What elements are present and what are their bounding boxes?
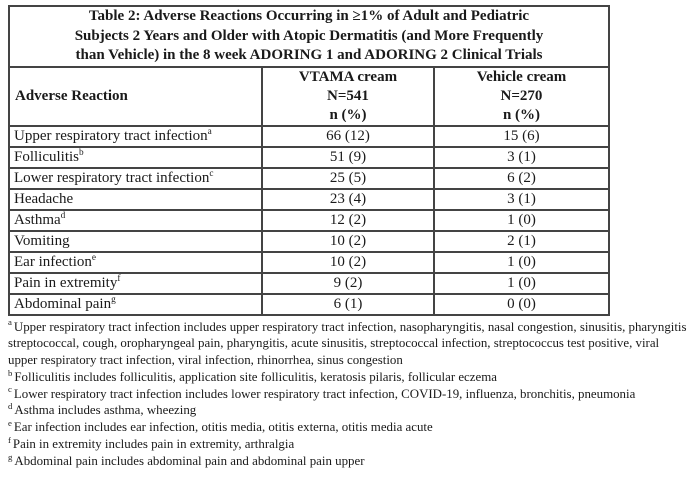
footnote: g Abdominal pain includes abdominal pain … xyxy=(8,451,689,470)
table-row: Abdominal paing 6 (1) 0 (0) xyxy=(8,292,610,316)
vtama-value-cell: 25 (5) xyxy=(261,166,435,190)
vtama-value-cell: 51 (9) xyxy=(261,145,435,169)
vehicle-value-cell: 1 (0) xyxy=(433,271,610,295)
table-header-row: Adverse Reaction VTAMA cream N=541 n (%)… xyxy=(8,65,610,127)
table-title: Table 2: Adverse Reactions Occurring in … xyxy=(8,5,610,68)
reaction-cell: Folliculitisb xyxy=(8,145,263,169)
footnote-text: Upper respiratory tract infection includ… xyxy=(8,319,687,368)
table-row: Folliculitisb 51 (9) 3 (1) xyxy=(8,145,610,169)
reaction-cell: Ear infectione xyxy=(8,250,263,274)
header-vtama-line: n (%) xyxy=(329,106,367,123)
vehicle-value-cell: 15 (6) xyxy=(433,124,610,148)
table-row: Upper respiratory tract infectiona 66 (1… xyxy=(8,124,610,148)
table-row: Ear infectione 10 (2) 1 (0) xyxy=(8,250,610,274)
reaction-label: Lower respiratory tract infection xyxy=(14,169,210,186)
reaction-cell: Pain in extremityf xyxy=(8,271,263,295)
table-row: Headache 23 (4) 3 (1) xyxy=(8,187,610,211)
vtama-value-cell: 12 (2) xyxy=(261,208,435,232)
reaction-cell: Vomiting xyxy=(8,229,263,253)
footnote-marker: e xyxy=(8,417,12,428)
reaction-label: Ear infection xyxy=(14,253,92,270)
header-vehicle-line: N=270 xyxy=(500,87,543,104)
reaction-footnote-marker: c xyxy=(209,168,214,179)
reaction-footnote-marker: e xyxy=(91,252,97,263)
table-title-line: Table 2: Adverse Reactions Occurring in … xyxy=(88,8,530,24)
footnote-marker: d xyxy=(8,401,13,412)
reaction-cell: Asthmad xyxy=(8,208,263,232)
footnote: f Pain in extremity includes pain in extr… xyxy=(8,434,689,453)
reaction-footnote-marker: f xyxy=(117,273,121,284)
reaction-footnote-marker: d xyxy=(60,210,66,221)
reaction-cell: Lower respiratory tract infectionc xyxy=(8,166,263,190)
vtama-value-cell: 23 (4) xyxy=(261,187,435,211)
reaction-footnote-marker: g xyxy=(111,294,116,305)
footnote-text: Abdominal pain includes abdominal pain a… xyxy=(14,453,365,468)
footnote: a Upper respiratory tract infection inclu… xyxy=(8,317,689,369)
reaction-label: Headache xyxy=(14,190,74,207)
footnote-marker: c xyxy=(8,384,12,395)
reaction-label: Asthma xyxy=(14,211,61,228)
vehicle-value-cell: 6 (2) xyxy=(433,166,610,190)
table-title-line: than Vehicle) in the 8 week ADORING 1 an… xyxy=(75,47,543,63)
footnote-marker: b xyxy=(8,367,13,378)
footnote: d Asthma includes asthma, wheezing xyxy=(8,402,689,419)
vehicle-value-cell: 2 (1) xyxy=(433,229,610,253)
adverse-reactions-table: Table 2: Adverse Reactions Occurring in … xyxy=(8,5,610,316)
reaction-label: Folliculitis xyxy=(14,148,80,165)
reaction-label: Upper respiratory tract infection xyxy=(14,127,208,144)
footnote-marker: g xyxy=(8,451,13,462)
vtama-value-cell: 10 (2) xyxy=(261,229,435,253)
reaction-label: Pain in extremity xyxy=(14,274,118,291)
vtama-value-cell: 6 (1) xyxy=(261,292,435,316)
reaction-cell: Upper respiratory tract infectiona xyxy=(8,124,263,148)
header-vehicle-line: n (%) xyxy=(502,106,541,123)
footnote-text: Asthma includes asthma, wheezing xyxy=(14,403,197,418)
header-vehicle-line: Vehicle cream xyxy=(476,68,567,85)
table-row: Pain in extremityf 9 (2) 1 (0) xyxy=(8,271,610,295)
footnote-text: Ear infection includes ear infection, ot… xyxy=(13,420,433,435)
table-row: Lower respiratory tract infectionc 25 (5… xyxy=(8,166,610,190)
vehicle-value-cell: 3 (1) xyxy=(433,187,610,211)
footnote-text: Lower respiratory tract infection includ… xyxy=(13,386,636,401)
table-title-line: Subjects 2 Years and Older with Atopic D… xyxy=(74,27,544,44)
footnote-text: Folliculitis includes folliculitis, appl… xyxy=(14,369,497,384)
header-vtama-cream: VTAMA cream N=541 n (%) xyxy=(261,65,435,127)
reaction-label: Abdominal pain xyxy=(14,295,112,312)
table-title-row: Table 2: Adverse Reactions Occurring in … xyxy=(8,5,610,68)
table-row: Vomiting 10 (2) 2 (1) xyxy=(8,229,610,253)
footnotes: a Upper respiratory tract infection inclu… xyxy=(8,317,689,470)
vehicle-value-cell: 0 (0) xyxy=(433,292,610,316)
reaction-cell: Headache xyxy=(8,187,263,211)
header-adverse-reaction: Adverse Reaction xyxy=(8,65,263,127)
reaction-footnote-marker: a xyxy=(207,126,212,137)
footnote-text: Pain in extremity includes pain in extre… xyxy=(12,437,295,452)
vehicle-value-cell: 3 (1) xyxy=(433,145,610,169)
vehicle-value-cell: 1 (0) xyxy=(433,208,610,232)
header-vtama-line: VTAMA cream xyxy=(298,68,398,85)
footnote: c Lower respiratory tract infection inclu… xyxy=(8,384,689,403)
footnote-marker: f xyxy=(8,434,11,445)
vtama-value-cell: 9 (2) xyxy=(261,271,435,295)
reaction-cell: Abdominal paing xyxy=(8,292,263,316)
header-vehicle-cream: Vehicle cream N=270 n (%) xyxy=(433,65,610,127)
footnote-marker: a xyxy=(8,317,12,328)
vehicle-value-cell: 1 (0) xyxy=(433,250,610,274)
vtama-value-cell: 66 (12) xyxy=(261,124,435,148)
footnote: b Folliculitis includes folliculitis, app… xyxy=(8,367,689,386)
footnote: e Ear infection includes ear infection, o… xyxy=(8,419,689,436)
reaction-footnote-marker: b xyxy=(79,147,84,158)
header-vtama-line: N=541 xyxy=(327,87,369,104)
vtama-value-cell: 10 (2) xyxy=(261,250,435,274)
reaction-label: Vomiting xyxy=(14,232,70,249)
table-row: Asthmad 12 (2) 1 (0) xyxy=(8,208,610,232)
